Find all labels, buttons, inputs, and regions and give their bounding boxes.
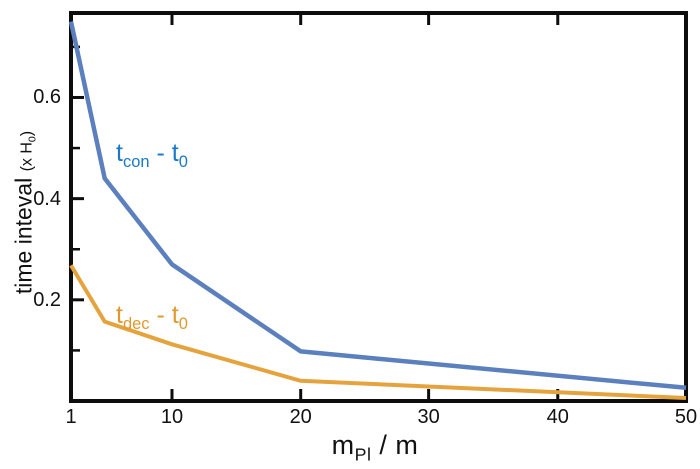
tcon-label-sub0: 0 bbox=[178, 153, 188, 171]
tcon-label-sub: con bbox=[122, 153, 150, 171]
y-axis-title: time inteval (x H0) bbox=[10, 83, 39, 343]
plot-frame bbox=[69, 11, 688, 403]
series-line-0 bbox=[68, 21, 687, 391]
y-axis-title-main: time inteval bbox=[10, 171, 37, 295]
tdec-label-sub0: 0 bbox=[178, 315, 188, 333]
curve-label-tcon: tcon - t0 bbox=[116, 139, 188, 171]
y-axis-units-post: ) bbox=[18, 130, 36, 137]
tcon-label-mid: - t bbox=[149, 139, 179, 167]
y-axis-title-units: (x H0) bbox=[18, 130, 39, 172]
y-axis-units-sub: 0 bbox=[26, 136, 39, 143]
tdec-label-mid: - t bbox=[149, 301, 179, 329]
tcon-label-t: t bbox=[116, 139, 123, 167]
x-tick-label-10: 10 bbox=[160, 406, 184, 428]
y-axis-units-pre: (x H bbox=[18, 142, 36, 172]
x-tick-label-50: 50 bbox=[674, 406, 698, 428]
series-line-1 bbox=[69, 264, 687, 400]
x-tick-label-1: 1 bbox=[65, 406, 77, 428]
y-tick-label-0.4: 0.4 bbox=[33, 187, 61, 210]
y-tick-label-0.2: 0.2 bbox=[33, 288, 61, 311]
x-axis-title-rest: / m bbox=[371, 430, 419, 460]
x-axis-title-sub: Pl bbox=[354, 444, 372, 465]
y-tick-label-0.6: 0.6 bbox=[33, 86, 61, 109]
curve-label-tdec: tdec - t0 bbox=[116, 301, 188, 333]
tdec-label-t: t bbox=[116, 301, 123, 329]
x-tick-label-40: 40 bbox=[546, 406, 569, 428]
x-tick-label-30: 30 bbox=[417, 406, 440, 428]
tdec-label-sub: dec bbox=[122, 315, 150, 333]
x-axis-title-base: m bbox=[331, 430, 355, 460]
x-tick-label-20: 20 bbox=[289, 406, 312, 428]
x-axis-title: mPl / m bbox=[275, 430, 475, 465]
